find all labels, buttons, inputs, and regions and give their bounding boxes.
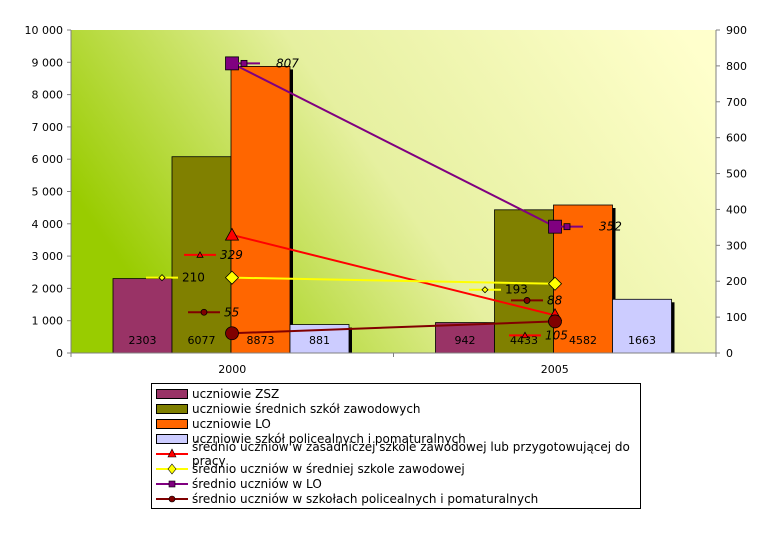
legend-label: uczniowie szkół policealnych i pomatural… <box>192 431 466 446</box>
right-tick-label: 300 <box>726 239 747 252</box>
left-tick-label: 8 000 <box>32 89 64 102</box>
label-key-marker <box>158 274 166 282</box>
line-value-label: 105 <box>545 328 568 342</box>
line-value-label: 329 <box>220 248 243 262</box>
series-line <box>231 233 556 317</box>
left-tick-label: 3 000 <box>32 250 64 263</box>
left-tick-label: 1 000 <box>32 315 64 328</box>
label-key-marker <box>523 297 531 304</box>
label-key-marker <box>563 223 571 231</box>
legend-label: średnio uczniów w zasadniczej szkole zaw… <box>192 439 630 468</box>
legend-swatch <box>156 388 188 399</box>
legend-label: uczniowie LO <box>192 416 271 431</box>
legend-item: uczniowie średnich szkół zawodowych <box>152 401 640 416</box>
line-value-label: 193 <box>505 283 528 297</box>
legend: uczniowie ZSZ uczniowie średnich szkół za… <box>151 383 641 509</box>
legend-swatch <box>156 433 188 444</box>
series-point <box>224 270 240 285</box>
legend-label: uczniowie ZSZ <box>192 386 280 401</box>
bar-value-label: 4582 <box>569 334 597 347</box>
label-key-marker <box>521 331 529 339</box>
legend-item: średnio uczniów w szkołach policealnych … <box>152 491 640 506</box>
line-value-label: 55 <box>224 305 239 319</box>
line-value-label: 210 <box>182 271 205 285</box>
series-line <box>231 276 556 285</box>
series-point <box>224 227 240 241</box>
right-tick-label: 600 <box>726 132 747 145</box>
left-tick-label: 7 000 <box>32 121 64 134</box>
series-line <box>231 62 556 228</box>
bar-value-label: 4433 <box>510 334 538 347</box>
label-key-marker <box>200 308 208 316</box>
legend-label: średnio uczniów w średniej szkole zawodo… <box>192 461 465 476</box>
legend-label: średnio uczniów w szkołach policealnych … <box>192 491 539 506</box>
right-tick-label: 100 <box>726 311 747 324</box>
bar-value-label: 942 <box>455 334 476 347</box>
series-line <box>231 320 556 335</box>
left-tick-label: 2 000 <box>32 282 64 295</box>
right-tick-label: 700 <box>726 96 747 109</box>
line-value-label: 807 <box>276 56 299 70</box>
line-value-label: 352 <box>599 220 622 234</box>
legend-swatch <box>156 403 188 414</box>
left-tick-label: 10 000 <box>25 24 64 37</box>
right-tick-label: 200 <box>726 275 747 288</box>
bar <box>553 204 613 354</box>
bar-value-label: 6077 <box>188 334 216 347</box>
bar <box>494 209 554 354</box>
legend-item: uczniowie LO <box>152 416 640 431</box>
bar-value-label: 2303 <box>129 334 157 347</box>
series-point <box>547 276 563 291</box>
legend-item: średnio uczniów w LO <box>152 476 640 491</box>
legend-swatch <box>156 447 188 457</box>
legend-swatch <box>156 480 188 487</box>
right-tick-label: 500 <box>726 168 747 181</box>
left-tick-label: 4 000 <box>32 218 64 231</box>
legend-item: uczniowie szkół policealnych i pomatural… <box>152 431 640 446</box>
bar-value-label: 1663 <box>628 334 656 347</box>
x-tick-label: 2005 <box>541 363 569 376</box>
legend-label: średnio uczniów w LO <box>192 476 322 491</box>
series-point <box>225 326 239 341</box>
legend-label: uczniowie średnich szkół zawodowych <box>192 401 421 416</box>
right-tick-label: 800 <box>726 60 747 73</box>
right-tick-label: 400 <box>726 203 747 216</box>
right-tick-label: 900 <box>726 24 747 37</box>
legend-swatch <box>156 418 188 429</box>
legend-item: średnio uczniów w zasadniczej szkole zaw… <box>152 440 640 468</box>
bar-value-label: 881 <box>309 334 330 347</box>
chart: 0 1 000 2 000 3 000 4 000 5 000 6 000 7 000 8 00… <box>25 24 748 376</box>
legend-item: uczniowie ZSZ <box>152 386 640 401</box>
left-tick-label: 9 000 <box>32 56 64 69</box>
left-tick-label: 5 000 <box>32 186 64 199</box>
bar-value-label: 8873 <box>247 334 275 347</box>
series-point <box>548 314 562 329</box>
label-key-marker <box>196 251 204 258</box>
label-key-marker <box>240 59 248 67</box>
bar <box>230 66 291 354</box>
left-tick-label: 0 <box>56 347 63 360</box>
right-tick-label: 0 <box>726 347 733 360</box>
left-tick-label: 6 000 <box>32 153 64 166</box>
label-key-marker <box>481 286 489 294</box>
x-tick-label: 2000 <box>218 363 246 376</box>
bar <box>435 322 495 354</box>
legend-swatch <box>156 463 188 474</box>
legend-item: średnio uczniów w średniej szkole zawodo… <box>152 461 640 476</box>
bar <box>612 298 672 354</box>
line-value-label: 88 <box>547 293 563 307</box>
legend-swatch <box>156 495 188 502</box>
